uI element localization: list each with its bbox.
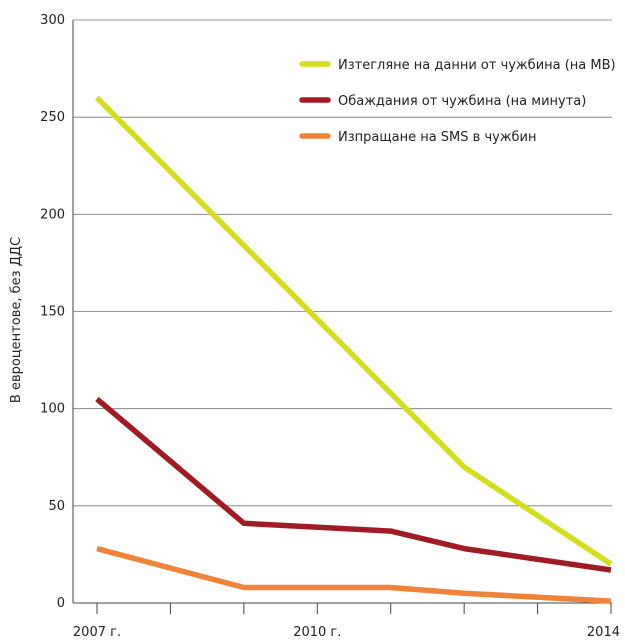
y-tick-label: 0	[57, 596, 65, 611]
y-tick-label: 100	[40, 402, 65, 417]
series-lines	[95, 95, 613, 604]
legend-label-2: Обаждания от чужбина (на минута)	[338, 94, 586, 109]
y-tick-label: 50	[48, 499, 65, 514]
legend: Изтегляне на данни от чужбина (на MB) Оба…	[299, 58, 616, 145]
gridlines	[73, 19, 612, 507]
y-tick-label: 300	[40, 13, 65, 28]
y-tick-label: 250	[40, 110, 65, 125]
x-tick-label: 2010 г.	[293, 625, 341, 640]
x-tick-label: 2007 г.	[73, 625, 121, 640]
y-tick-label: 200	[40, 207, 65, 222]
series-line-1	[95, 95, 613, 567]
x-tick-label: 2014 г.	[587, 625, 625, 640]
series-line-2	[95, 396, 612, 573]
axes: 0 50 100 150 200 250 300 2007 г. 2010 г. 2014 г.	[40, 13, 625, 640]
series-line-3	[96, 545, 612, 604]
y-axis-title: В евроцентове, без ДДС	[9, 237, 24, 403]
legend-label-1: Изтегляне на данни от чужбина (на MB)	[338, 58, 616, 73]
legend-label-3: Изпращане на SMS в чужбин	[338, 130, 537, 145]
y-tick-label: 150	[40, 305, 65, 320]
